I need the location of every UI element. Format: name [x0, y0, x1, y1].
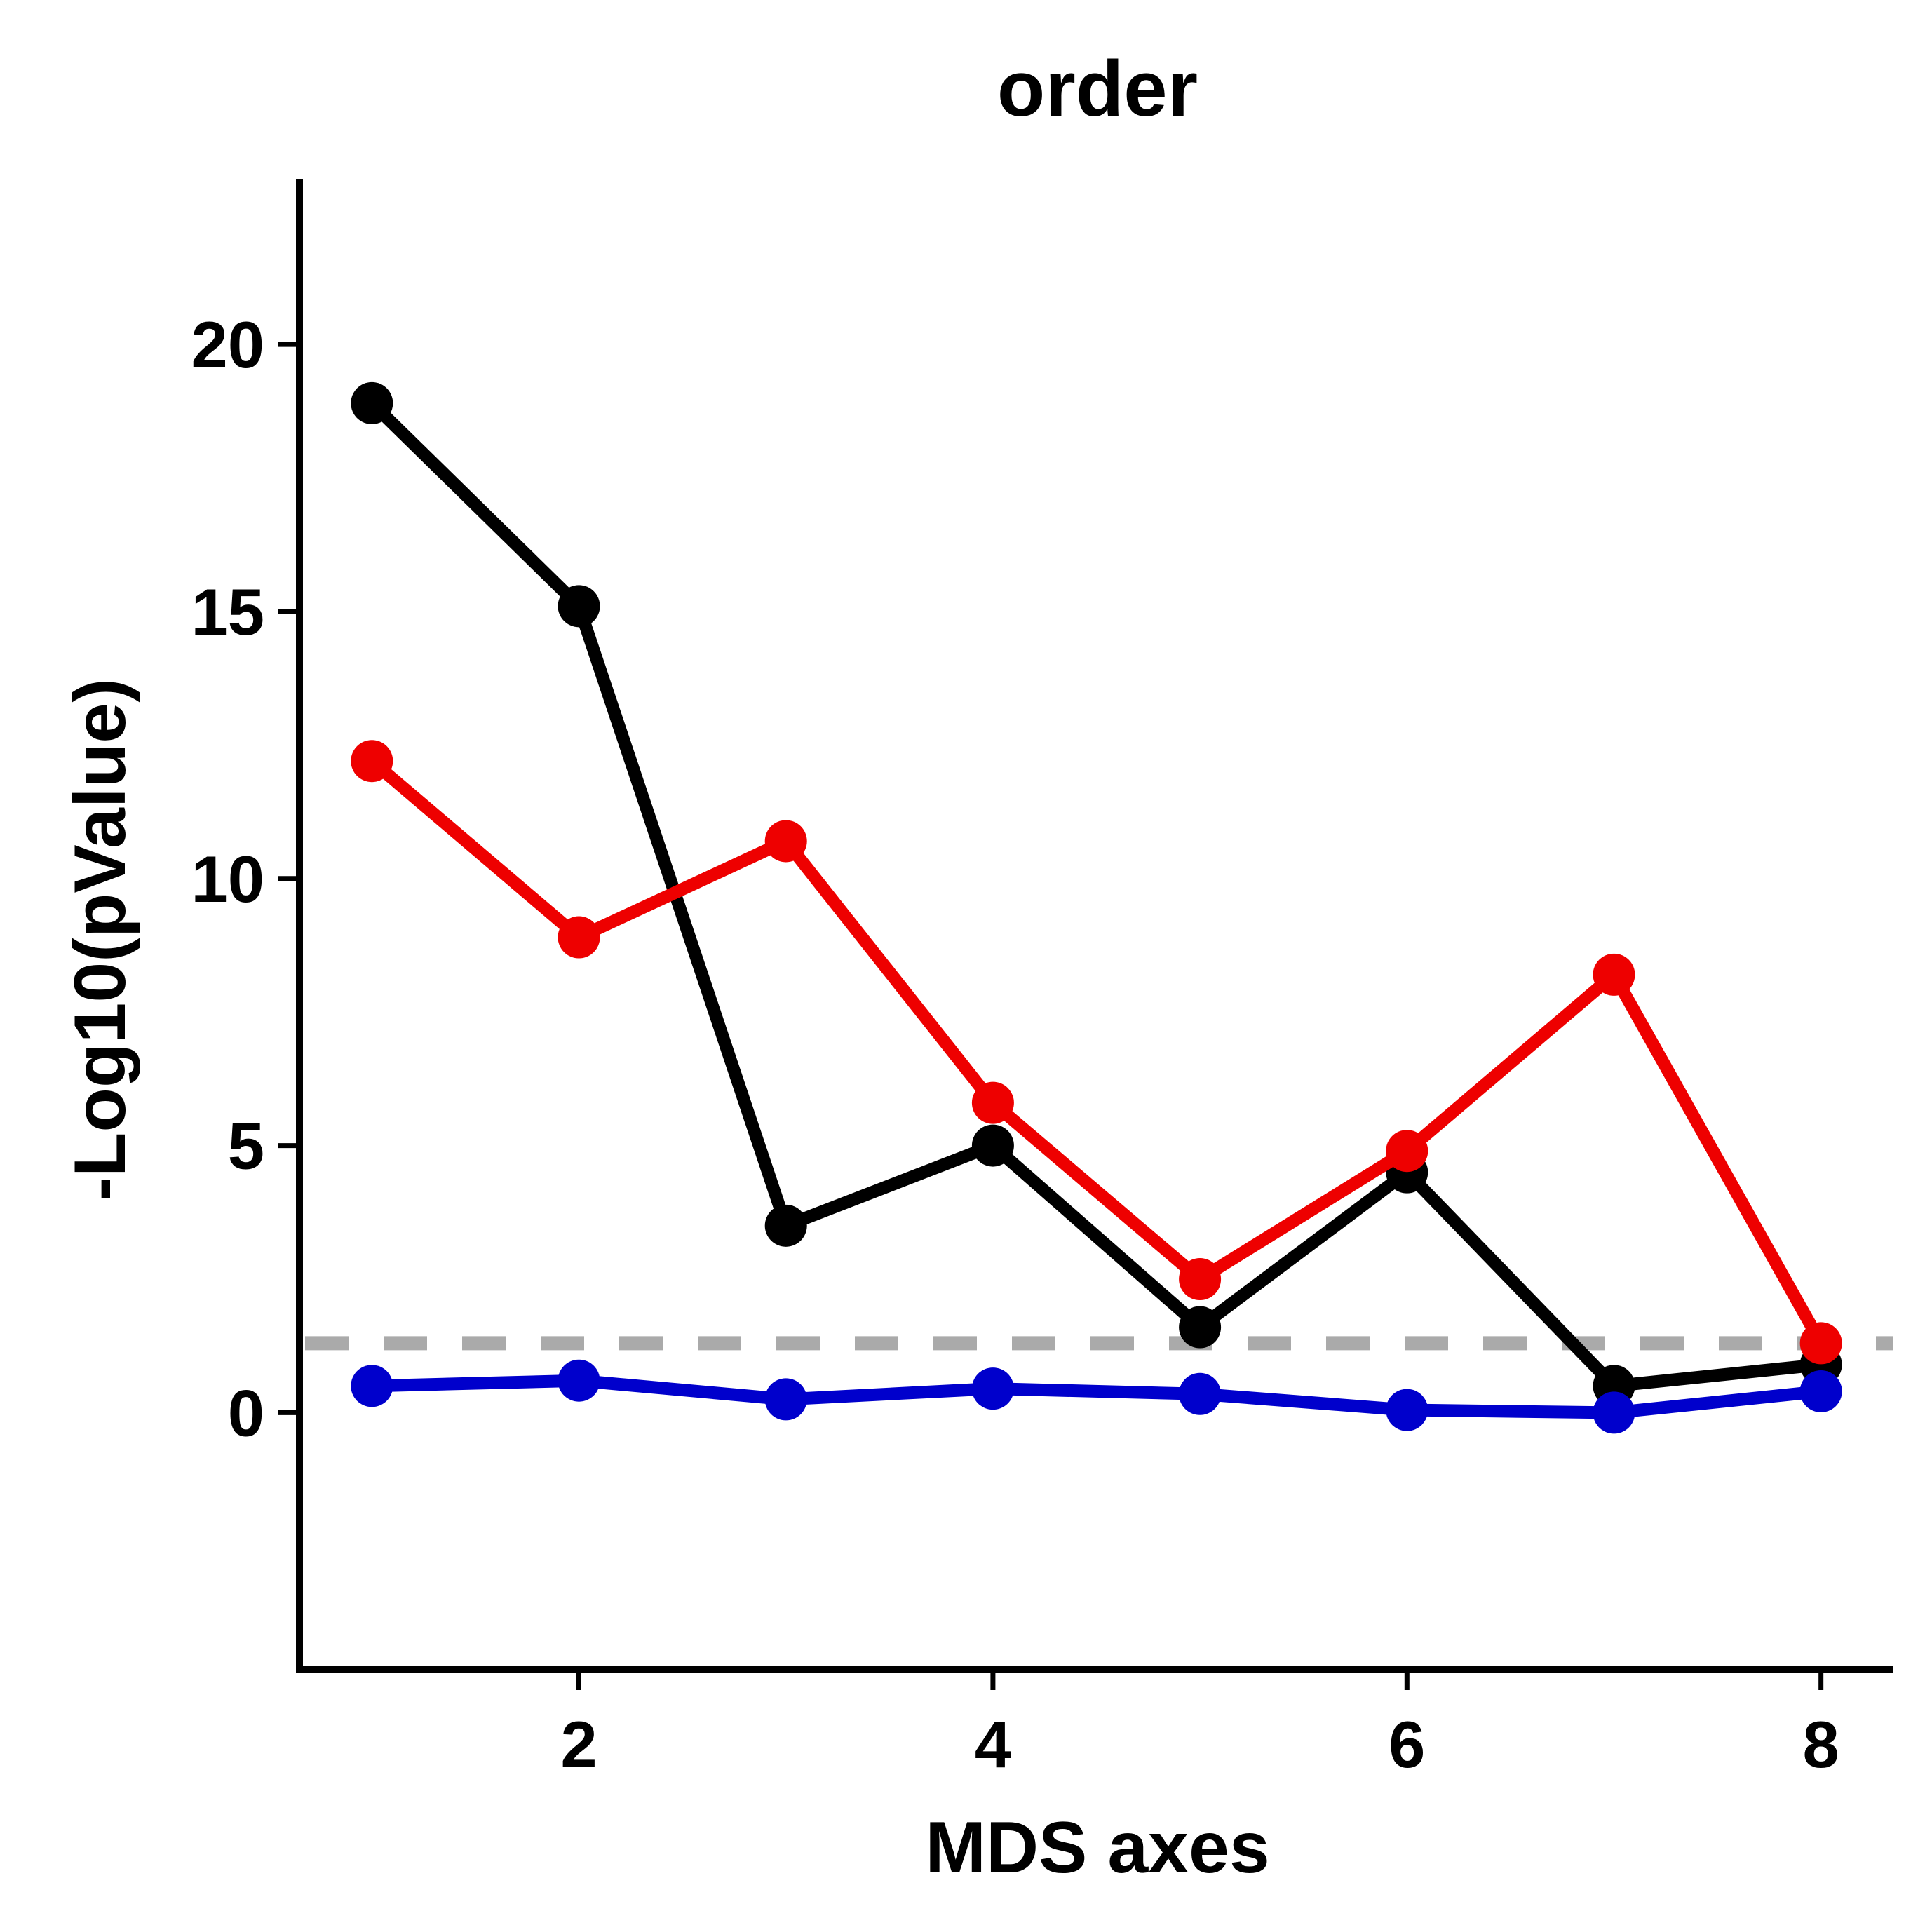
- axes: 0 5 10 15 20 2 4 6 8: [191, 179, 1893, 1781]
- y-axis-label: -Log10(pValue): [60, 678, 141, 1201]
- data-point: [558, 1359, 600, 1402]
- data-point: [558, 585, 600, 628]
- data-point: [1799, 1370, 1842, 1412]
- data-point: [971, 1124, 1014, 1167]
- data-point: [971, 1081, 1014, 1124]
- data-point: [1179, 1257, 1222, 1300]
- series-line: [365, 1374, 1828, 1419]
- data-point: [1179, 1372, 1222, 1415]
- x-tick-label: 2: [560, 1708, 597, 1781]
- data-point: [971, 1367, 1014, 1410]
- series-line: [365, 396, 1828, 1393]
- series-3: [351, 1359, 1842, 1434]
- y-tick-label: 5: [228, 1109, 264, 1183]
- data-point: [1593, 1391, 1635, 1434]
- y-tick-label: 20: [191, 308, 264, 381]
- x-axis-label: MDS axes: [925, 1807, 1269, 1889]
- series-layer: [351, 381, 1842, 1434]
- chart-title: order: [997, 45, 1198, 133]
- data-point: [558, 916, 600, 959]
- data-point: [351, 381, 393, 424]
- series-2: [351, 740, 1842, 1365]
- data-point: [1386, 1389, 1428, 1431]
- x-tick-label: 8: [1803, 1708, 1839, 1781]
- data-point: [351, 1365, 393, 1407]
- x-tick-label: 6: [1389, 1708, 1425, 1781]
- series-line: [365, 755, 1828, 1350]
- y-tick-label: 10: [191, 842, 264, 916]
- data-point: [1179, 1306, 1222, 1349]
- data-point: [764, 1204, 807, 1247]
- data-point: [1386, 1130, 1428, 1173]
- y-tick-label: 15: [191, 575, 264, 649]
- x-tick-label: 4: [975, 1708, 1011, 1781]
- data-point: [764, 1378, 807, 1421]
- series-1: [351, 381, 1842, 1407]
- data-point: [1593, 953, 1635, 996]
- data-point: [351, 740, 393, 783]
- data-point: [1799, 1322, 1842, 1365]
- y-tick-label: 0: [228, 1376, 264, 1450]
- data-point: [764, 820, 807, 863]
